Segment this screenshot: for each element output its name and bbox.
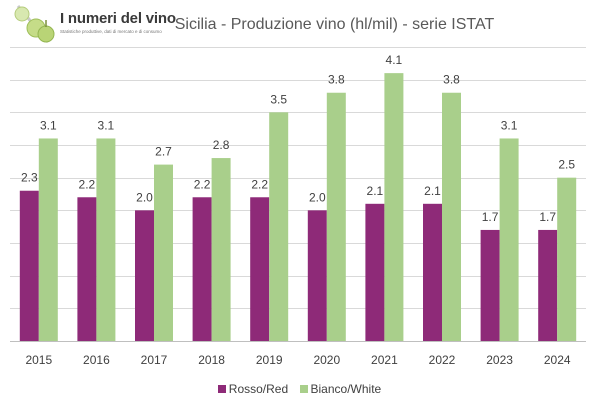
data-label-white-2015: 3.1 xyxy=(40,118,57,132)
data-label-red-2017: 2.0 xyxy=(136,190,153,204)
data-label-white-2024: 2.5 xyxy=(558,158,575,172)
x-tick-label-2016: 2016 xyxy=(83,353,110,367)
bar-white-2022 xyxy=(442,92,461,341)
bar-red-2022 xyxy=(423,203,442,341)
bar-white-2015 xyxy=(38,138,58,341)
bar-red-2024 xyxy=(538,229,558,341)
data-label-white-2021: 4.1 xyxy=(386,53,403,67)
logo: I numeri del vino Statistiche produttive… xyxy=(2,2,182,46)
x-tick-label-2018: 2018 xyxy=(198,353,225,367)
legend-item-white: Bianco/White xyxy=(299,382,382,396)
legend-swatch-red xyxy=(217,385,226,393)
legend-label-red: Rosso/Red xyxy=(228,382,289,396)
logo-tagline: Statistiche produttive, dati di mercato … xyxy=(60,29,162,34)
data-label-white-2020: 3.8 xyxy=(328,73,345,87)
x-tick-label-2024: 2024 xyxy=(544,353,571,367)
data-label-red-2023: 1.7 xyxy=(482,210,499,224)
bar-red-2019 xyxy=(250,197,270,341)
x-tick-label-2022: 2022 xyxy=(429,353,456,367)
bar-white-2021 xyxy=(384,73,404,341)
x-tick-label-2021: 2021 xyxy=(371,353,398,367)
bar-red-2017 xyxy=(135,210,154,341)
logo-title: I numeri del vino xyxy=(60,10,176,27)
x-tick-label-2023: 2023 xyxy=(486,353,513,367)
legend-item-red: Rosso/Red xyxy=(217,382,289,396)
data-label-red-2022: 2.1 xyxy=(424,184,441,198)
data-label-white-2022: 3.8 xyxy=(443,73,460,87)
x-tick-label-2015: 2015 xyxy=(25,353,52,367)
data-label-white-2016: 3.1 xyxy=(98,118,115,132)
bar-white-2018 xyxy=(211,158,231,341)
grape-icon xyxy=(14,5,55,43)
data-label-red-2019: 2.2 xyxy=(251,177,268,191)
data-label-red-2015: 2.3 xyxy=(21,171,38,185)
legend-swatch-white xyxy=(299,385,308,393)
legend-label-white: Bianco/White xyxy=(310,382,382,396)
bar-white-2019 xyxy=(269,112,289,341)
data-label-white-2023: 3.1 xyxy=(501,118,518,132)
bar-white-2016 xyxy=(96,138,116,341)
legend: Rosso/Red Bianco/White xyxy=(0,382,599,396)
bar-red-2023 xyxy=(480,229,500,341)
x-tick-label-2019: 2019 xyxy=(256,353,283,367)
bar-red-2016 xyxy=(77,197,97,341)
bar-red-2020 xyxy=(307,210,327,341)
bar-red-2018 xyxy=(192,197,212,341)
data-label-white-2018: 2.8 xyxy=(213,138,230,152)
data-label-white-2019: 3.5 xyxy=(270,92,287,106)
data-label-red-2016: 2.2 xyxy=(79,177,96,191)
bar-red-2021 xyxy=(365,203,385,341)
bar-white-2024 xyxy=(557,177,577,341)
data-label-white-2017: 2.7 xyxy=(155,145,172,159)
bar-white-2020 xyxy=(326,92,346,341)
x-tick-label-2020: 2020 xyxy=(313,353,340,367)
bar-red-2015 xyxy=(19,190,39,341)
bar-white-2023 xyxy=(499,138,519,341)
chart-title: Sicilia - Produzione vino (hl/mil) - ser… xyxy=(174,16,495,33)
data-label-red-2018: 2.2 xyxy=(194,177,211,191)
x-tick-label-2017: 2017 xyxy=(141,353,168,367)
data-label-red-2024: 1.7 xyxy=(539,210,556,224)
data-label-red-2021: 2.1 xyxy=(367,184,384,198)
data-label-red-2020: 2.0 xyxy=(309,190,326,204)
bar-white-2017 xyxy=(154,164,173,341)
